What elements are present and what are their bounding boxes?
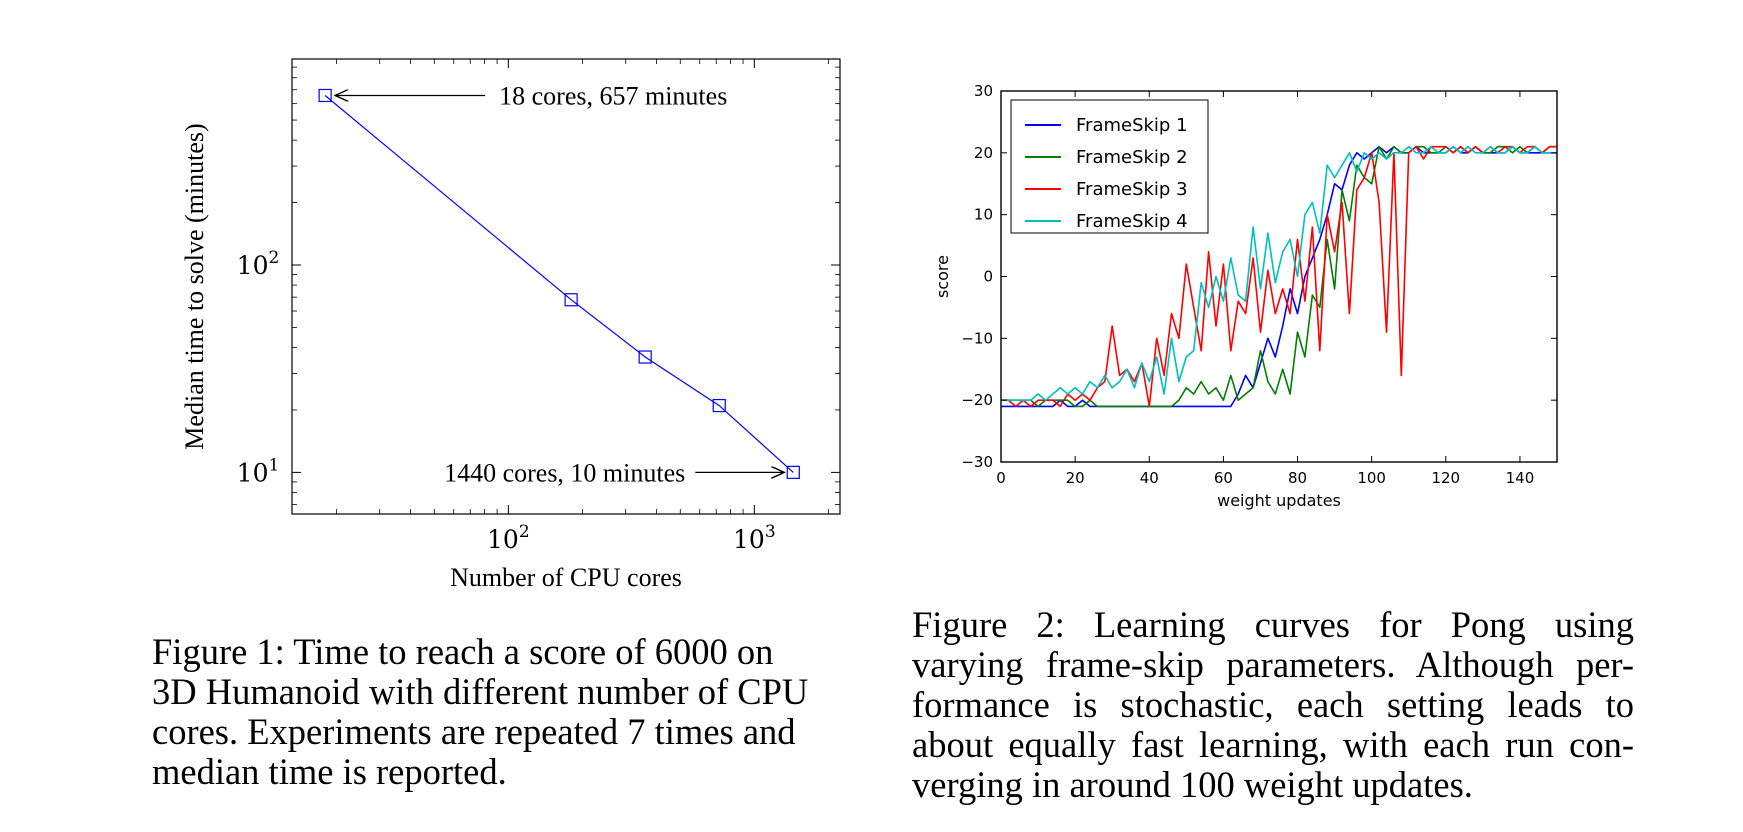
figure2-caption-line: varying frame-skip parameters. Although … [912, 644, 1634, 685]
legend-label: FrameSkip 2 [1076, 147, 1188, 168]
figure1-caption-line: Figure 1: Time to reach a score of 6000 … [152, 631, 774, 672]
x-tick-label: 80 [1288, 469, 1307, 487]
y-axis-label: score [933, 255, 952, 298]
y-tick-label: −10 [961, 329, 993, 347]
y-axis-label: Median time to solve (minutes) [180, 123, 209, 449]
annotation-label: 1440 cores, 10 minutes [444, 458, 685, 487]
figure1-chart: 102 103 101 102 Number of CPU cores Median ti… [180, 58, 841, 592]
y-tick-label: −20 [961, 391, 993, 409]
x-tick-label: 120 [1431, 469, 1460, 487]
x-tick-label: 60 [1214, 469, 1233, 487]
data-point-marker [564, 293, 578, 307]
figure1-caption-line: cores. Experiments are repeated 7 times … [152, 711, 796, 752]
plot-frame [291, 58, 841, 515]
y-tick-label: 102 [237, 248, 280, 280]
series-line [324, 95, 794, 473]
figure2-caption-line: Figure 2: Learning curves for Pong using [912, 604, 1634, 645]
figure2-caption-line: formance is stochastic, each setting lea… [912, 684, 1634, 725]
y-tick-label: 101 [237, 455, 280, 487]
legend-label: FrameSkip 4 [1076, 211, 1188, 232]
legend-label: FrameSkip 3 [1076, 179, 1188, 200]
annotation-label: 18 cores, 657 minutes [499, 81, 727, 110]
x-axis-label: Number of CPU cores [450, 563, 682, 592]
data-point-marker [786, 465, 800, 479]
x-tick-label: 0 [996, 469, 1006, 487]
legend-box [1010, 99, 1209, 234]
x-tick-label: 102 [487, 522, 530, 554]
data-point-marker [638, 350, 652, 364]
series-line [1001, 145, 1557, 402]
figure1-caption: Figure 1: Time to reach a score of 6000 … [152, 632, 882, 792]
figure2-caption: Figure 2: Learning curves for Pong using… [912, 605, 1634, 805]
figure2-caption-line: verging in around 100 weight updates. [912, 764, 1473, 805]
y-tick-label: 10 [974, 206, 993, 224]
y-tick-label: −30 [961, 453, 993, 471]
figure1-caption-line: median time is reported. [152, 751, 507, 792]
legend-label: FrameSkip 1 [1076, 115, 1188, 136]
data-point-marker [318, 88, 332, 103]
figure2-caption-line: about equally fast learning, with each r… [912, 724, 1634, 765]
x-tick-label: 40 [1140, 469, 1159, 487]
y-tick-label: 20 [974, 144, 993, 162]
figure1-caption-line: 3D Humanoid with different number of CPU [152, 671, 809, 712]
x-tick-label: 140 [1506, 469, 1535, 487]
figure2-chart: 0 20 40 60 80 100 120 140 −30 −20 −10 0 10 20 30 weight… [933, 82, 1558, 510]
x-tick-label: 103 [733, 522, 776, 554]
x-tick-label: 100 [1357, 469, 1386, 487]
data-point-marker [712, 398, 726, 413]
y-tick-label: 0 [983, 268, 993, 286]
series-line [1001, 145, 1557, 408]
x-axis-label: weight updates [1217, 491, 1341, 510]
y-tick-label: 30 [974, 82, 993, 100]
x-tick-label: 20 [1066, 469, 1085, 487]
